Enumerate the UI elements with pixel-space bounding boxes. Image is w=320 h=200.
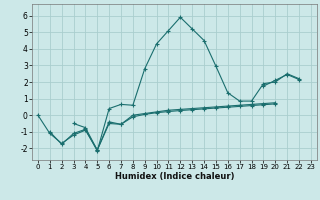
- X-axis label: Humidex (Indice chaleur): Humidex (Indice chaleur): [115, 172, 234, 181]
